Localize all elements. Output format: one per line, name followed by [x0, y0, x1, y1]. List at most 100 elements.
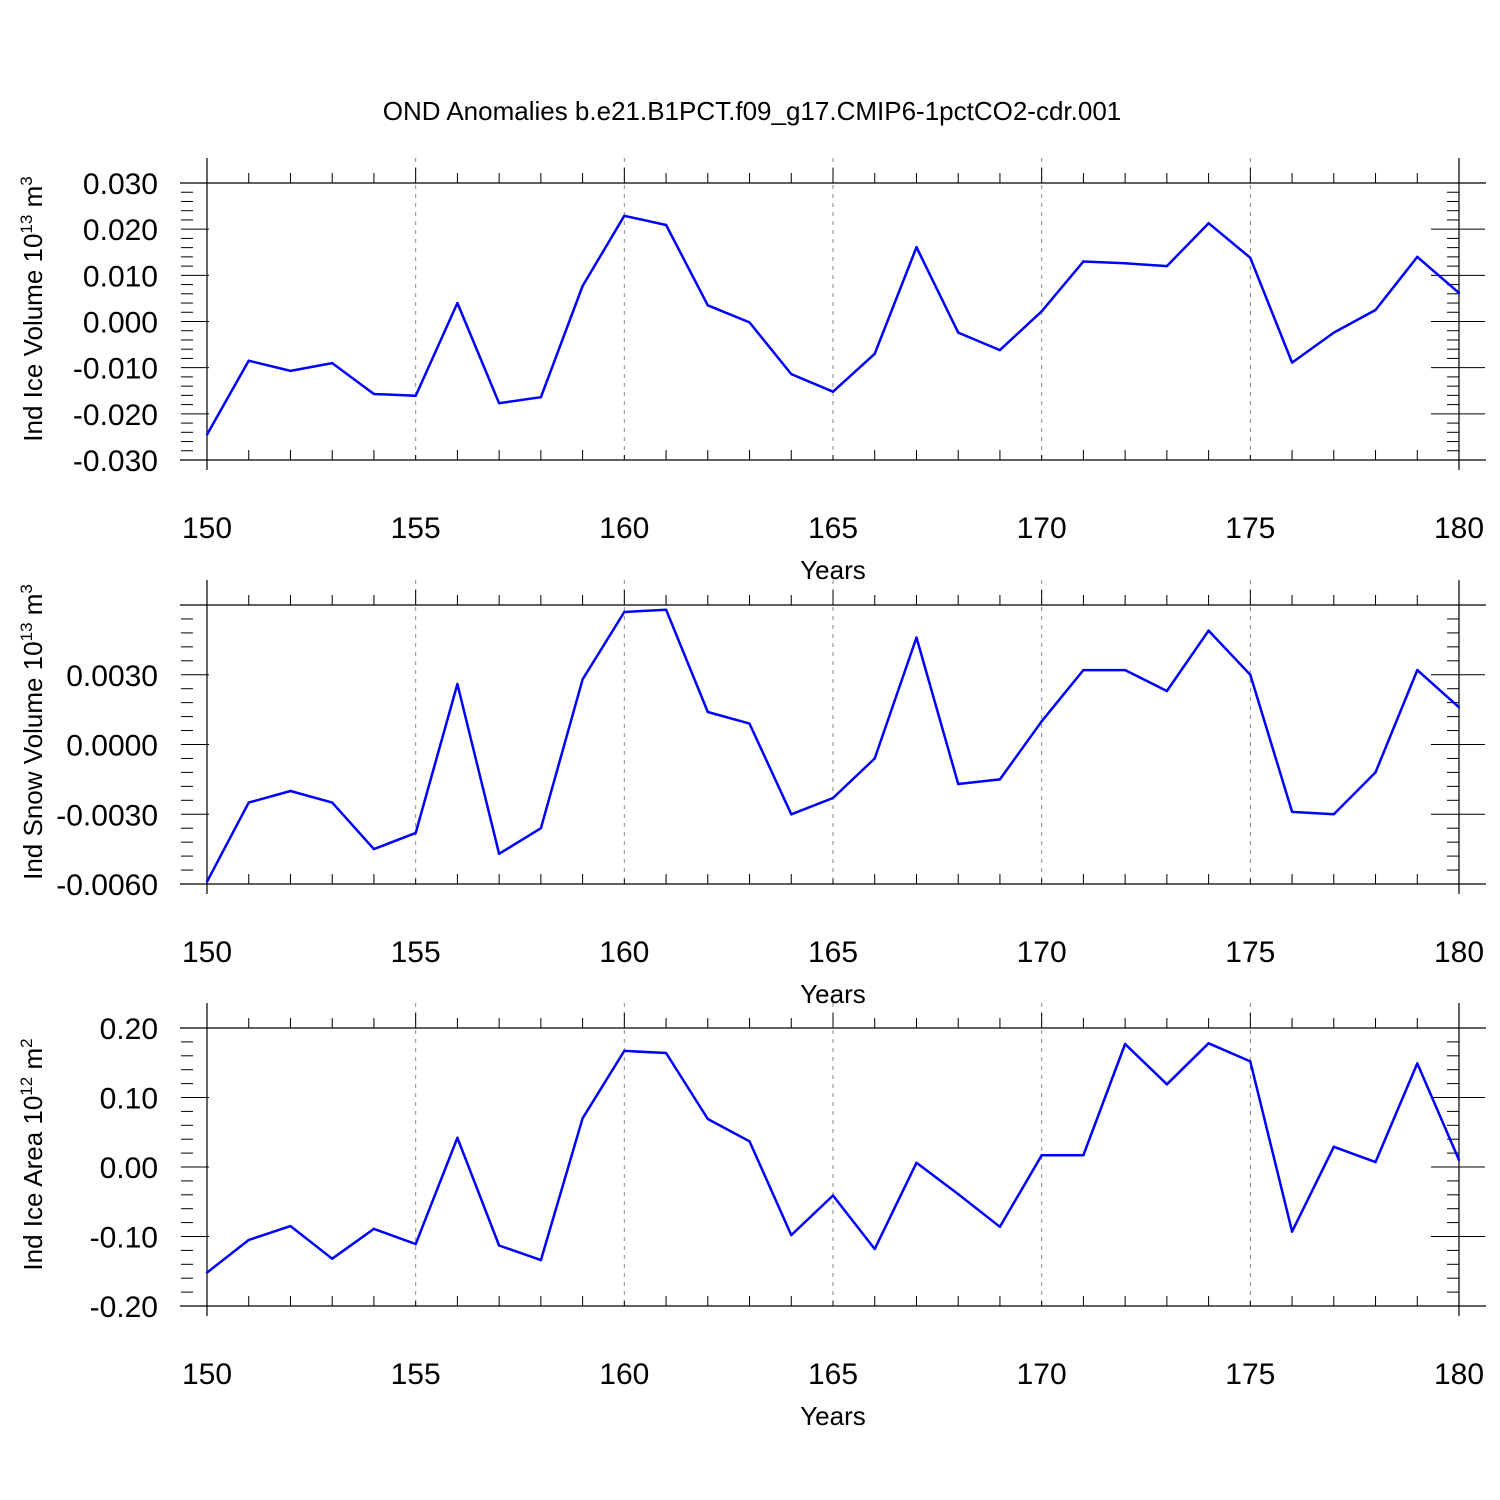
data-point [1374, 1160, 1377, 1164]
x-tick-label: 175 [1225, 1358, 1275, 1391]
data-point [539, 827, 543, 830]
data-point [790, 372, 793, 376]
data-point [414, 394, 417, 398]
data-point [456, 301, 459, 305]
y-axis-title: Ind Ice Volume 1013 m3 [17, 176, 48, 441]
x-tick-label: 180 [1434, 1358, 1484, 1391]
data-point [1082, 260, 1085, 263]
data-point [1207, 221, 1210, 225]
data-point [1290, 361, 1294, 364]
x-tick-label: 160 [599, 512, 649, 545]
data-point [1457, 706, 1461, 709]
data-point [497, 852, 501, 855]
data-point [1165, 264, 1169, 268]
data-point [998, 348, 1002, 352]
data-point [790, 813, 793, 816]
data-point [1374, 308, 1377, 312]
data-point [706, 1117, 709, 1121]
data-point [539, 396, 543, 399]
data-point [1249, 1060, 1252, 1063]
data-point [1457, 291, 1461, 295]
data-point [247, 1238, 250, 1242]
data-point [1249, 256, 1252, 259]
data-point [331, 801, 334, 804]
y-axis-title: Ind Snow Volume 1013 m3 [17, 584, 48, 880]
y-tick-label: 0.0030 [66, 660, 158, 693]
data-point [915, 636, 918, 639]
x-tick-label: 170 [1017, 1358, 1067, 1391]
data-point [205, 433, 209, 436]
data-point [664, 1051, 668, 1055]
x-tick-label: 165 [808, 512, 858, 545]
x-tick-label: 165 [808, 1358, 858, 1391]
data-point [372, 1227, 376, 1231]
data-point [1290, 1230, 1294, 1233]
data-point [1165, 689, 1169, 693]
data-point [289, 369, 292, 373]
y-tick-label: -0.0030 [56, 799, 158, 832]
y-tick-label: 0.020 [83, 214, 158, 247]
data-point [664, 223, 668, 227]
x-tick-label: 170 [1017, 936, 1067, 969]
data-point [1416, 1062, 1419, 1065]
y-tick-label: 0.00 [100, 1152, 158, 1185]
x-tick-label: 180 [1434, 936, 1484, 969]
data-point [1082, 668, 1085, 672]
data-point [331, 361, 334, 365]
data-point [623, 610, 626, 614]
panel-3: -0.20 -0.10 0.00 0.10 0.20 150 155 160 165 170 175… [17, 1003, 1486, 1431]
data-point [205, 1271, 209, 1274]
x-tick-label: 155 [391, 936, 441, 969]
data-point [1249, 673, 1252, 676]
x-tick-label: 150 [182, 936, 232, 969]
data-point [205, 880, 209, 883]
data-point [1290, 810, 1294, 814]
data-point [581, 1117, 584, 1120]
data-point [456, 682, 459, 686]
data-point [1207, 1042, 1210, 1045]
y-tick-label: -0.0060 [56, 869, 158, 902]
data-point [831, 796, 835, 800]
data-point [957, 1192, 960, 1196]
data-point [873, 1247, 876, 1251]
panel-1: -0.030 -0.020 -0.010 0.000 0.010 0.020 0.030 15… [17, 158, 1486, 585]
data-point [1457, 1158, 1461, 1162]
data-point [456, 1136, 459, 1140]
data-point [1332, 331, 1336, 334]
data-point [1123, 1042, 1127, 1046]
x-tick-label: 155 [391, 1358, 441, 1391]
x-tick-label: 175 [1225, 936, 1275, 969]
x-axis-title: Years [800, 1401, 866, 1431]
x-tick-label: 180 [1434, 512, 1484, 545]
x-tick-label: 160 [599, 1358, 649, 1391]
data-point [414, 831, 417, 835]
x-tick-label: 150 [182, 512, 232, 545]
data-point [331, 1257, 334, 1260]
data-point [581, 678, 584, 681]
data-point [623, 1049, 626, 1053]
data-point [873, 757, 876, 760]
panels: -0.030 -0.020 -0.010 0.000 0.010 0.020 0.030 15… [17, 158, 1486, 1431]
y-tick-label: 0.030 [83, 168, 158, 201]
y-tick-label: 0.000 [83, 307, 158, 340]
y-tick-label: 0.10 [100, 1083, 158, 1116]
data-point [247, 801, 250, 804]
data-point [372, 392, 376, 396]
data-point [1416, 668, 1419, 672]
y-tick-label: -0.10 [90, 1222, 158, 1255]
y-tick-label: 0.010 [83, 260, 158, 293]
data-point [915, 245, 918, 249]
data-point [247, 359, 250, 362]
data-point [915, 1161, 918, 1165]
data-point [289, 789, 292, 793]
chart-title: OND Anomalies b.e21.B1PCT.f09_g17.CMIP6-… [383, 96, 1122, 126]
data-point [414, 1242, 417, 1246]
data-point [1040, 310, 1043, 313]
data-point [873, 352, 876, 356]
data-point [1374, 771, 1377, 774]
data-point [1082, 1153, 1085, 1157]
data-point [998, 778, 1002, 781]
data-point [748, 1140, 751, 1143]
x-tick-label: 155 [391, 512, 441, 545]
data-point [497, 1244, 501, 1247]
